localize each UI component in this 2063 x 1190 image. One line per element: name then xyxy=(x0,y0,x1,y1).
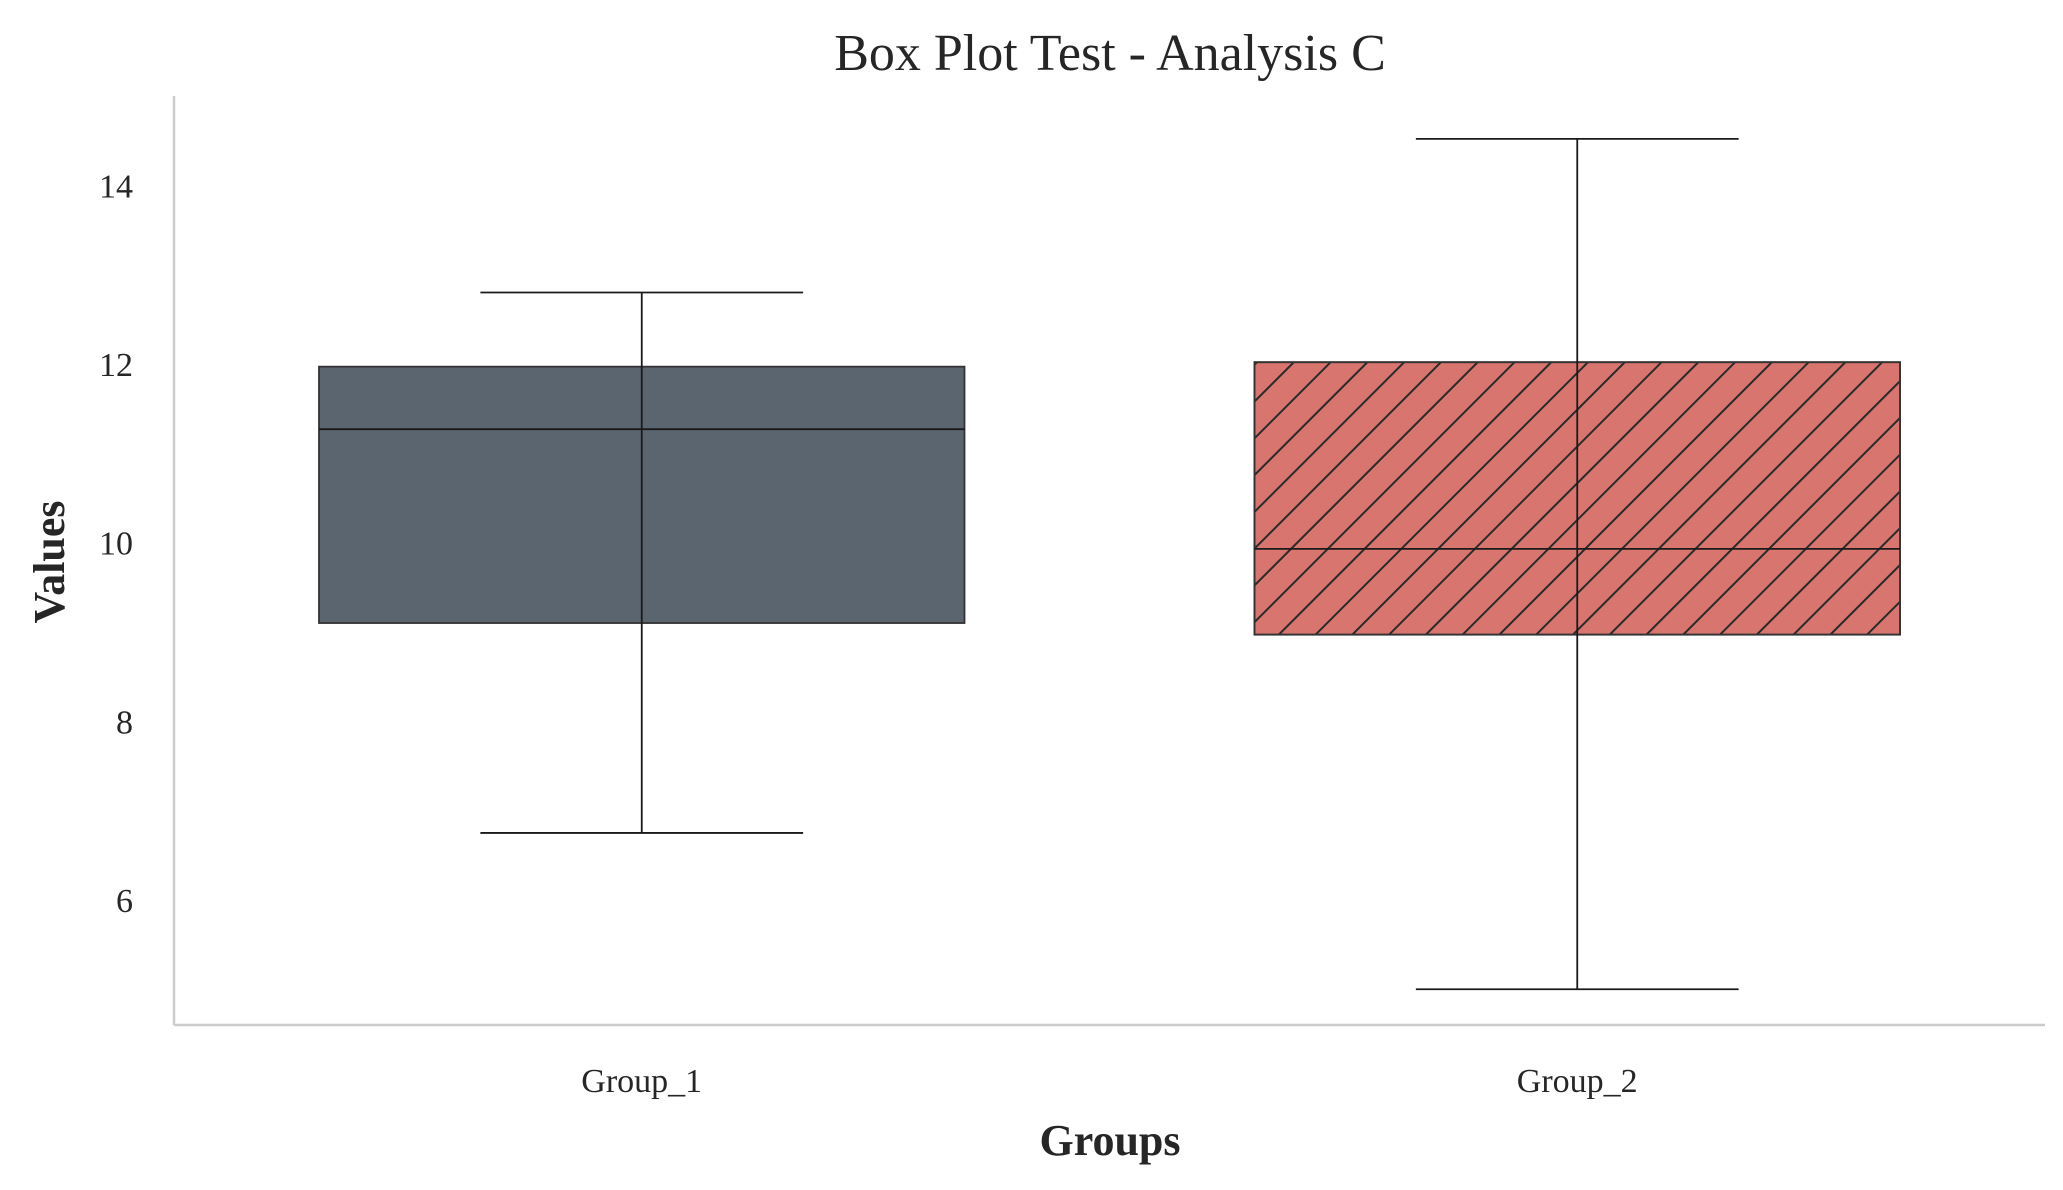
chart-title: Box Plot Test - Analysis C xyxy=(834,25,1386,82)
y-axis-label: Values xyxy=(25,500,74,623)
box-series xyxy=(318,137,1901,991)
x-axis-label: Groups xyxy=(1039,1116,1180,1165)
y-tick-label: 14 xyxy=(99,168,133,205)
box-group xyxy=(318,291,966,834)
y-tick-labels: 6 8 10 12 14 xyxy=(99,168,133,920)
y-tick-label: 8 xyxy=(116,704,133,741)
y-tick-label: 6 xyxy=(116,883,133,920)
x-tick-label: Group_1 xyxy=(581,1063,702,1100)
box-group xyxy=(1253,137,1901,991)
x-tick-label: Group_2 xyxy=(1517,1063,1638,1100)
x-tick-labels: Group_1 Group_2 xyxy=(581,1063,1637,1100)
y-tick-label: 10 xyxy=(99,526,133,563)
y-tick-label: 12 xyxy=(99,347,133,384)
